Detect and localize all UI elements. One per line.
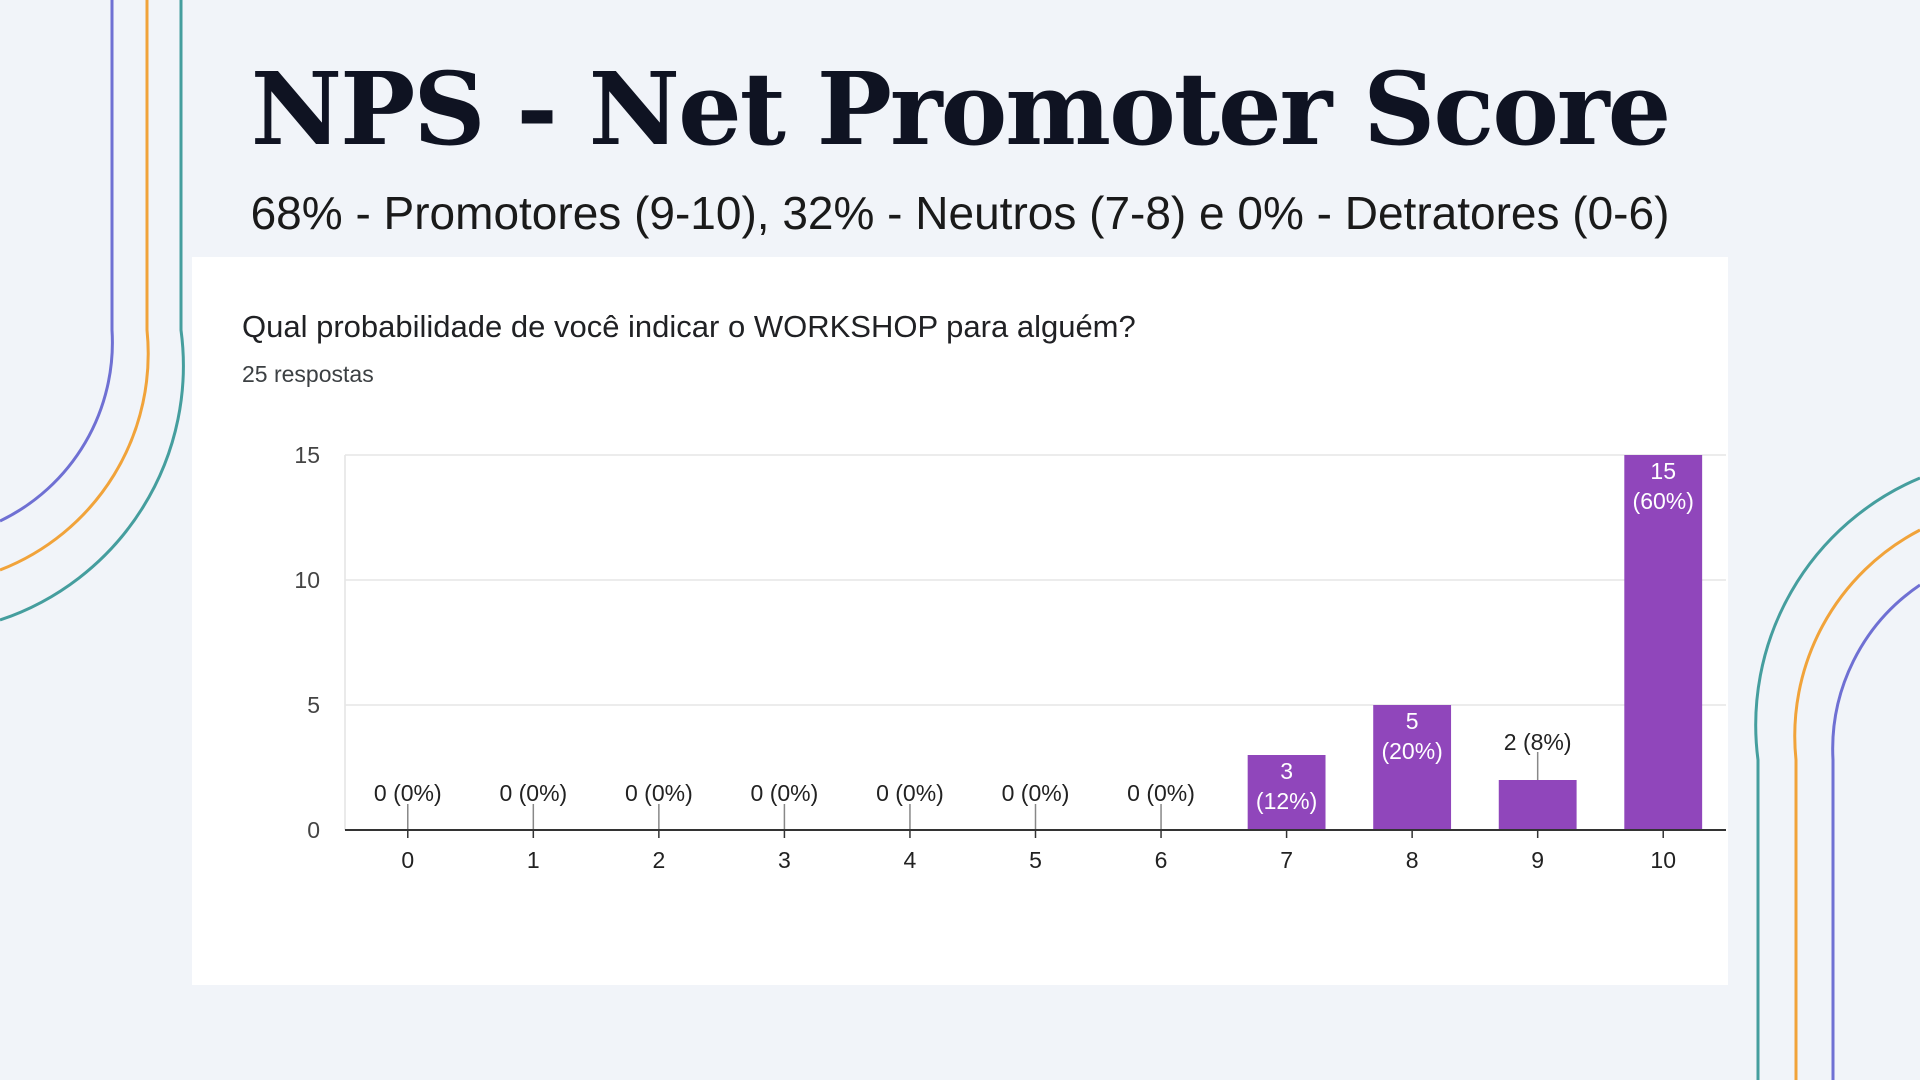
left-arc-teal	[0, 0, 185, 622]
slide-title: NPS - Net Promoter Score	[250, 50, 1672, 168]
x-tick-label: 5	[1029, 847, 1042, 873]
bar-chart: 0 5 10 15 0 0 (0%) 1 0 (0%) 2 0 (0%) 3 0 (0%) 4 0 (0%…	[294, 442, 1726, 873]
x-tick-label: 4	[904, 847, 917, 873]
x-tick-label: 7	[1280, 847, 1293, 873]
bar-data-label: 5	[1406, 708, 1419, 734]
response-count: 25 respostas	[242, 361, 374, 387]
bar-data-label: (12%)	[1256, 788, 1317, 814]
x-tick-label: 6	[1155, 847, 1168, 873]
bar-data-label: 2 (8%)	[1504, 729, 1572, 755]
bar-data-label: (60%)	[1633, 488, 1694, 514]
bar-data-label: 3	[1280, 758, 1293, 784]
bar-data-label: 0 (0%)	[1002, 780, 1070, 806]
right-arc-purple	[1831, 583, 1920, 1080]
y-tick-label: 15	[294, 442, 320, 468]
x-tick-label: 8	[1406, 847, 1419, 873]
bar-data-label: 0 (0%)	[374, 780, 442, 806]
right-arc-teal	[1754, 476, 1920, 1080]
x-tick-label: 2	[652, 847, 665, 873]
left-arc-purple	[0, 0, 114, 523]
bar-data-label: (20%)	[1381, 738, 1442, 764]
bar-data-label: 0 (0%)	[876, 780, 944, 806]
x-tick-label: 10	[1650, 847, 1676, 873]
x-tick-label: 1	[527, 847, 540, 873]
bar	[1247, 755, 1326, 830]
x-tick-label: 9	[1531, 847, 1544, 873]
bar-data-label: 0 (0%)	[625, 780, 693, 806]
y-tick-label: 0	[307, 817, 320, 843]
chart-card: Qual probabilidade de você indicar o WOR…	[192, 257, 1728, 985]
bar-data-label: 0 (0%)	[1127, 780, 1195, 806]
y-tick-label: 10	[294, 567, 320, 593]
bar	[1624, 455, 1703, 830]
bar-data-label: 15	[1650, 458, 1676, 484]
y-tick-label: 5	[307, 692, 320, 718]
slide-subtitle: 68% - Promotores (9-10), 32% - Neutros (…	[250, 187, 1670, 239]
bar-data-label: 0 (0%)	[751, 780, 819, 806]
bar	[1498, 780, 1577, 830]
question-title: Qual probabilidade de você indicar o WOR…	[242, 309, 1136, 344]
x-tick-label: 0	[401, 847, 414, 873]
right-arc-orange	[1793, 528, 1920, 1080]
bar-data-label: 0 (0%)	[499, 780, 567, 806]
left-arc-orange	[0, 0, 150, 572]
bar	[1373, 705, 1452, 830]
x-tick-label: 3	[778, 847, 791, 873]
